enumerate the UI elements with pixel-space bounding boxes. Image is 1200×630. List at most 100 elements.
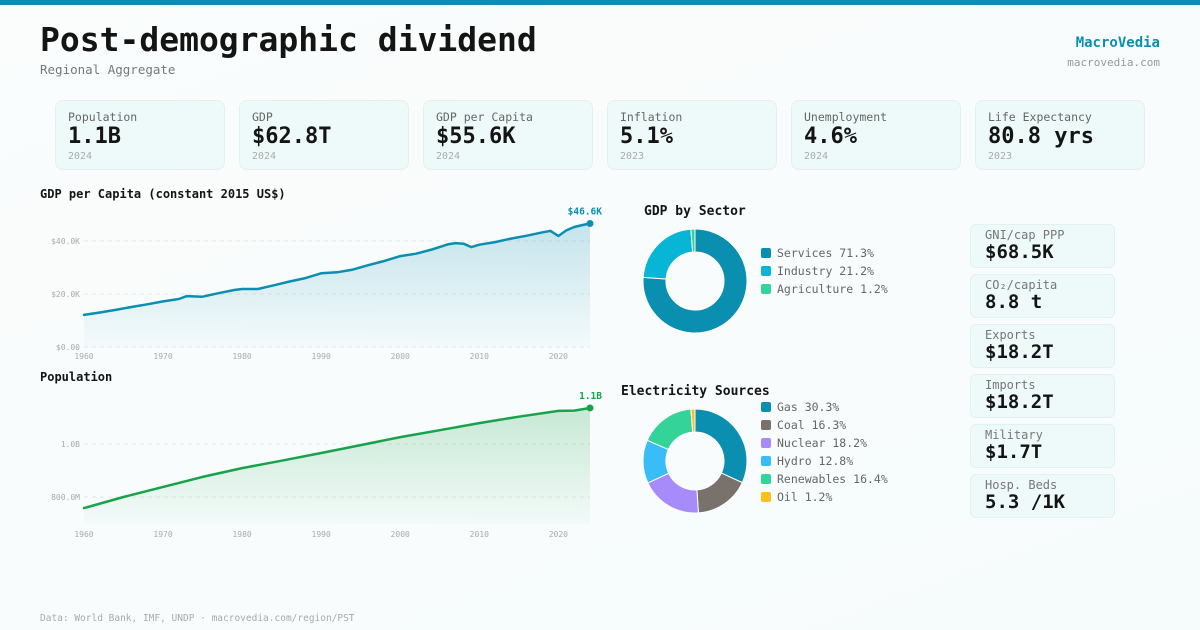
gdp-per-capita-chart: $0.00 $20.0K $40.0K 1960 1970 1980 1990 2000 201… xyxy=(51,207,603,361)
legend-item: Oil 1.2% xyxy=(761,488,888,506)
legend-swatch xyxy=(761,474,771,484)
stat-label: CO₂/capita xyxy=(985,278,1058,292)
series-line xyxy=(82,222,592,317)
kpi-year: 2023 xyxy=(988,151,1013,162)
stat-label: Imports xyxy=(985,378,1036,392)
donut-slice-agriculture xyxy=(690,228,696,253)
kpi-label: Unemployment xyxy=(804,110,888,124)
stat-label: GNI/cap PPP xyxy=(985,228,1065,242)
series-line xyxy=(82,406,592,510)
legend-swatch xyxy=(761,438,771,448)
kpi-value: 5.1% xyxy=(620,124,673,149)
end-value-label: 1.1B xyxy=(579,391,602,402)
legend-swatch xyxy=(761,266,771,276)
stat-value: $68.5K xyxy=(985,241,1054,263)
stat-label: Exports xyxy=(985,328,1036,342)
footer-source: Data: World Bank, IMF, UNDP · macrovedia… xyxy=(40,613,355,624)
y-tick-label: $20.0K xyxy=(51,290,80,299)
stat-value: $18.2T xyxy=(985,341,1054,363)
stat-label: Military xyxy=(985,428,1043,442)
x-tick-label: 2000 xyxy=(391,530,410,539)
kpi-year: 2024 xyxy=(436,151,461,162)
end-point-marker xyxy=(586,220,594,228)
stat-value: 8.8 t xyxy=(985,291,1043,313)
area-fill xyxy=(84,223,590,347)
gdp-chart-title: GDP per Capita (constant 2015 US$) xyxy=(40,187,286,201)
x-tick-label: 1970 xyxy=(153,530,172,539)
stat-card-exports: Exports $18.2T xyxy=(970,324,1115,368)
gdp-sector-donut xyxy=(642,228,748,334)
brand-url[interactable]: macrovedia.com xyxy=(1067,56,1160,69)
kpi-year: 2024 xyxy=(252,151,277,162)
y-tick-label: 1.0B xyxy=(61,440,80,449)
gdp-sector-legend: Services 71.3% Industry 21.2% Agricultur… xyxy=(761,244,888,298)
stat-card-gni-ppp: GNI/cap PPP $68.5K xyxy=(970,224,1115,268)
legend-label: Gas 30.3% xyxy=(777,400,840,414)
x-tick-label: 2010 xyxy=(470,352,489,361)
legend-item: Coal 16.3% xyxy=(761,416,888,434)
stat-card-imports: Imports $18.2T xyxy=(970,374,1115,418)
donut-slice-industry xyxy=(642,228,694,280)
legend-item: Gas 30.3% xyxy=(761,398,888,416)
y-tick-label: $0.00 xyxy=(56,343,80,352)
top-accent-bar xyxy=(0,0,1200,5)
donut-slice-oil xyxy=(690,408,696,433)
legend-label: Agriculture 1.2% xyxy=(777,282,888,296)
stat-value: $18.2T xyxy=(985,391,1054,413)
kpi-year: 2023 xyxy=(620,151,645,162)
kpi-card-life-expectancy: Life Expectancy 80.8 yrs 2023 xyxy=(975,100,1145,170)
kpi-label: Inflation xyxy=(620,110,683,124)
kpi-card-gdp: GDP $62.8T 2024 xyxy=(239,100,409,170)
legend-item: Agriculture 1.2% xyxy=(761,280,888,298)
electricity-donut xyxy=(642,408,748,514)
area-fill xyxy=(84,408,590,524)
population-chart: 800.0M 1.0B 1960 1970 1980 1990 2000 2010 2020 1.… xyxy=(51,391,602,539)
donut-slice-coal xyxy=(696,472,743,514)
legend-label: Nuclear 18.2% xyxy=(777,436,868,450)
x-tick-label: 2010 xyxy=(470,530,489,539)
kpi-row: Population 1.1B 2024 GDP $62.8T 2024 GDP… xyxy=(55,100,1145,170)
kpi-card-population: Population 1.1B 2024 xyxy=(55,100,225,170)
kpi-value: 80.8 yrs xyxy=(988,124,1094,149)
stat-label: Hosp. Beds xyxy=(985,478,1058,492)
kpi-value: $62.8T xyxy=(252,124,332,149)
population-chart-title: Population xyxy=(40,370,113,384)
kpi-label: Life Expectancy xyxy=(988,110,1092,124)
legend-label: Services 71.3% xyxy=(777,246,874,260)
legend-swatch xyxy=(761,284,771,294)
kpi-value: 4.6% xyxy=(804,124,857,149)
kpi-label: GDP per Capita xyxy=(436,110,533,124)
kpi-value: 1.1B xyxy=(68,124,121,149)
kpi-card-unemployment: Unemployment 4.6% 2024 xyxy=(791,100,961,170)
stat-card-hospital-beds: Hosp. Beds 5.3 /1K xyxy=(970,474,1115,518)
legend-swatch xyxy=(761,420,771,430)
stat-value: 5.3 /1K xyxy=(985,491,1066,513)
x-tick-label: 1990 xyxy=(312,352,331,361)
x-tick-label: 1990 xyxy=(312,530,331,539)
electricity-title: Electricity Sources xyxy=(621,384,770,399)
donut-slice-renewables xyxy=(646,408,694,451)
legend-swatch xyxy=(761,248,771,258)
kpi-value: $55.6K xyxy=(436,124,516,149)
x-tick-label: 1970 xyxy=(153,352,172,361)
gdp-sector-title: GDP by Sector xyxy=(644,204,746,219)
legend-item: Hydro 12.8% xyxy=(761,452,888,470)
end-value-label: $46.6K xyxy=(568,207,603,218)
legend-swatch xyxy=(761,402,771,412)
kpi-label: GDP xyxy=(252,110,273,124)
x-tick-label: 1980 xyxy=(232,352,251,361)
stat-card-military: Military $1.7T xyxy=(970,424,1115,468)
page-title: Post-demographic dividend xyxy=(40,20,537,59)
legend-label: Hydro 12.8% xyxy=(777,454,854,468)
donut-slice-services xyxy=(642,228,748,334)
y-tick-label: $40.0K xyxy=(51,237,80,246)
brand-logo[interactable]: MacroVedia xyxy=(1075,35,1160,51)
y-tick-label: 800.0M xyxy=(51,493,80,502)
x-tick-label: 2000 xyxy=(391,352,410,361)
x-tick-label: 1960 xyxy=(74,530,93,539)
legend-item: Nuclear 18.2% xyxy=(761,434,888,452)
legend-label: Industry 21.2% xyxy=(777,264,874,278)
legend-label: Coal 16.3% xyxy=(777,418,847,432)
x-tick-label: 1980 xyxy=(232,530,251,539)
legend-swatch xyxy=(761,492,771,502)
